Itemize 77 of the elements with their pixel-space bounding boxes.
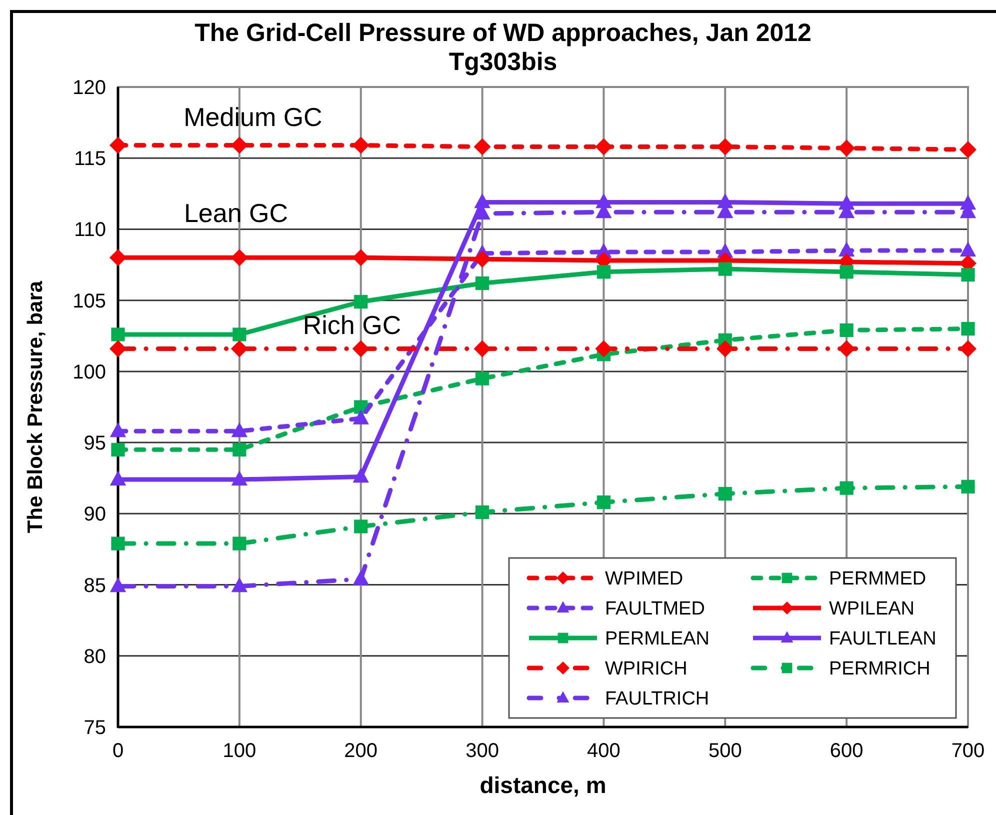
point [111, 536, 125, 550]
point [838, 242, 855, 257]
y-tick-label: 120 [72, 77, 106, 99]
x-tick-label: 700 [951, 740, 985, 762]
point [232, 442, 246, 456]
y-tick-label: 105 [72, 290, 106, 312]
point [110, 577, 126, 592]
point [960, 340, 976, 358]
point [596, 265, 611, 279]
x-tick-label: 200 [344, 740, 378, 762]
y-axis-title: The Block Pressure, bara [24, 280, 47, 534]
point [961, 322, 975, 336]
x-tick-label: 100 [222, 740, 256, 762]
point [110, 340, 126, 358]
y-tick-label: 100 [72, 361, 106, 384]
y-tick-label: 90 [84, 504, 106, 526]
point [838, 140, 856, 157]
chart-subtitle: Tg303bis [448, 48, 558, 76]
point [230, 340, 248, 358]
point [840, 265, 854, 279]
y-tick-label: 75 [84, 717, 106, 739]
point [718, 486, 732, 501]
legend-label: WPIMED [605, 568, 684, 590]
point [231, 470, 248, 486]
y-tick-label: 115 [74, 148, 106, 170]
legend-label: PERMMED [829, 568, 926, 590]
legend-label: WPIRICH [605, 658, 688, 680]
point [840, 323, 854, 337]
legend-label: WPILEAN [829, 598, 915, 620]
annotation: Rich GC [302, 310, 402, 340]
point [840, 481, 854, 495]
x-tick-label: 600 [830, 740, 864, 762]
point [232, 328, 246, 342]
point [354, 520, 368, 534]
point [596, 495, 611, 510]
point [110, 470, 126, 486]
legend-label: FAULTLEAN [829, 628, 936, 650]
x-tick-label: 400 [587, 740, 620, 762]
point [231, 422, 248, 438]
annotation: Lean GC [184, 198, 288, 228]
y-tick-label: 85 [84, 574, 106, 597]
point [474, 250, 491, 268]
point [110, 136, 126, 154]
point [352, 409, 369, 424]
point [960, 141, 976, 158]
legend-label: FAULTMED [605, 598, 705, 620]
x-tick-label: 500 [708, 740, 742, 762]
point [474, 193, 490, 208]
point [474, 138, 491, 156]
point [475, 372, 490, 386]
point [111, 442, 125, 456]
point [111, 328, 125, 342]
point [475, 276, 490, 290]
legend-label: FAULTRICH [605, 688, 710, 710]
legend-label: PERMLEAN [605, 628, 710, 650]
y-tick-label: 80 [84, 646, 106, 668]
point [110, 249, 126, 266]
point [352, 570, 369, 586]
chart-title: The Grid-Cell Pressure of WD approaches, Jan 2012 [194, 19, 812, 47]
point [961, 480, 975, 494]
point [352, 468, 369, 483]
legend-label: PERMRICH [829, 658, 930, 680]
x-tick-label: 300 [466, 740, 499, 762]
annotation: Medium GC [184, 102, 322, 132]
x-axis-title: distance, m [480, 772, 606, 798]
point [960, 242, 976, 257]
y-tick-label: 110 [74, 219, 106, 242]
y-tick-label: 95 [84, 432, 106, 455]
point [475, 505, 490, 520]
point [352, 249, 370, 266]
point [232, 536, 246, 550]
point [110, 422, 126, 438]
point [961, 268, 975, 282]
x-tick-label: 0 [112, 740, 124, 762]
point [231, 577, 248, 592]
point [718, 262, 732, 276]
point [354, 294, 368, 309]
